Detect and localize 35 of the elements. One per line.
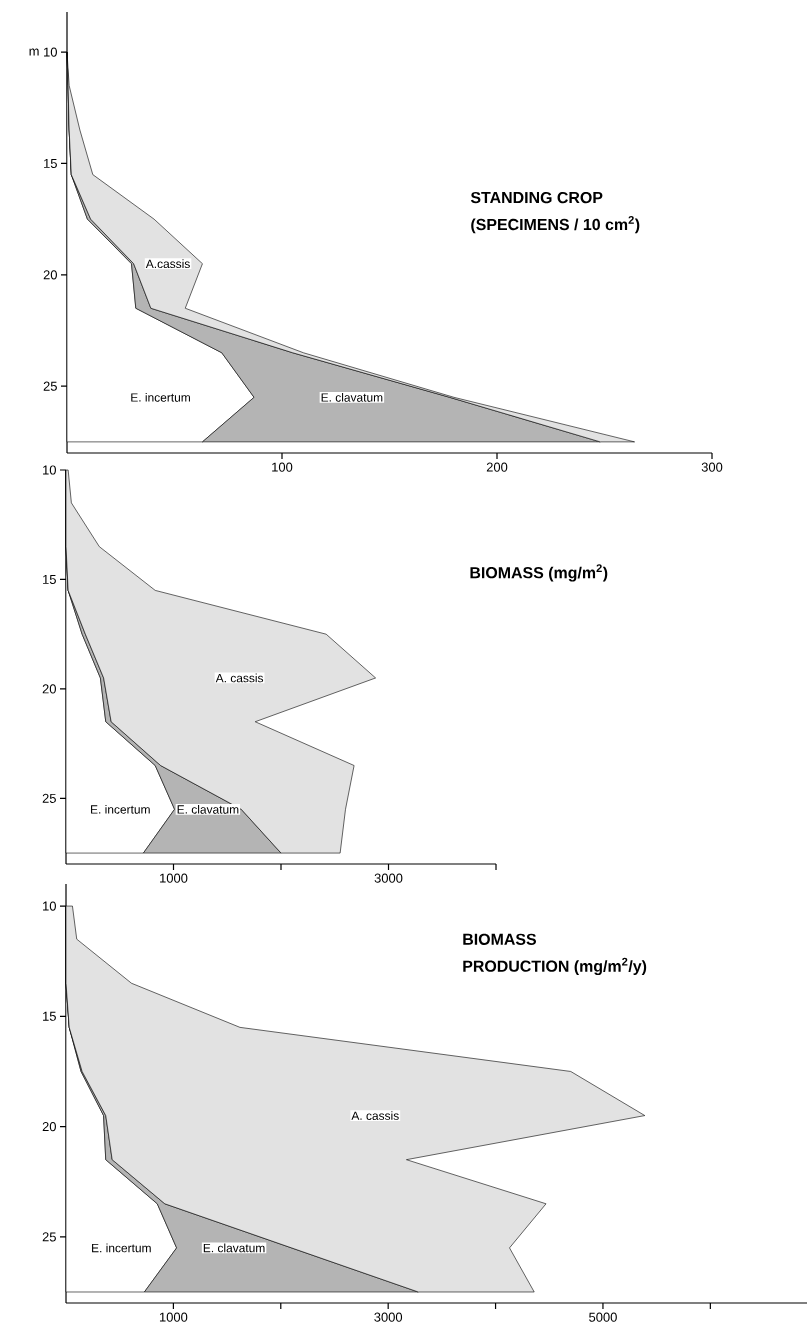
y-tick-label: 20	[43, 270, 57, 280]
x-tick-label: 3000	[374, 873, 403, 883]
series-label: E. incertum	[91, 804, 150, 814]
y-tick-label: 10	[43, 901, 56, 911]
y-tick-label: 25	[42, 793, 56, 803]
x-tick-label: 200	[486, 462, 508, 472]
x-tick-label: 5000	[589, 1312, 617, 1322]
text: (SPECIMENS / 10 cm$^{2}$)	[471, 215, 640, 234]
y-tick-label: 20	[42, 1122, 56, 1132]
text: BIOMASS	[463, 933, 537, 945]
x-tick-label: 1000	[160, 873, 188, 883]
series-label: A. cassis	[351, 1111, 399, 1120]
series-label: A. cassis	[215, 673, 264, 683]
y-tick-label: 15	[44, 158, 57, 168]
y-tick-label: 25	[43, 381, 57, 391]
x-tick-label: 300	[701, 462, 723, 472]
text: PRODUCTION (mg/m$^{2}$/y)	[463, 957, 647, 976]
y-tick-label: 10	[43, 465, 56, 475]
y-axis-title: m	[29, 48, 39, 56]
y-tick-label: 10	[44, 47, 57, 57]
series-label: A.cassis	[145, 259, 190, 269]
text: STANDING CROP	[470, 191, 603, 204]
y-tick-label: 25	[42, 1232, 56, 1242]
text: BIOMASS (mg/m$^{2}$)	[470, 564, 608, 582]
series-label: E. clavatum	[321, 392, 383, 402]
series-label: E. incertum	[92, 1243, 151, 1253]
series-label: E. clavatum	[203, 1243, 265, 1253]
series-label: E. incertum	[131, 392, 190, 402]
series-label: E. clavatum	[177, 804, 239, 814]
x-tick-label: 1000	[159, 1312, 188, 1322]
x-tick-label: 100	[272, 462, 293, 472]
y-tick-label: 15	[43, 1011, 56, 1021]
y-tick-label: 20	[42, 684, 56, 694]
x-tick-label: 3000	[374, 1312, 403, 1322]
y-tick-label: 15	[43, 574, 56, 584]
